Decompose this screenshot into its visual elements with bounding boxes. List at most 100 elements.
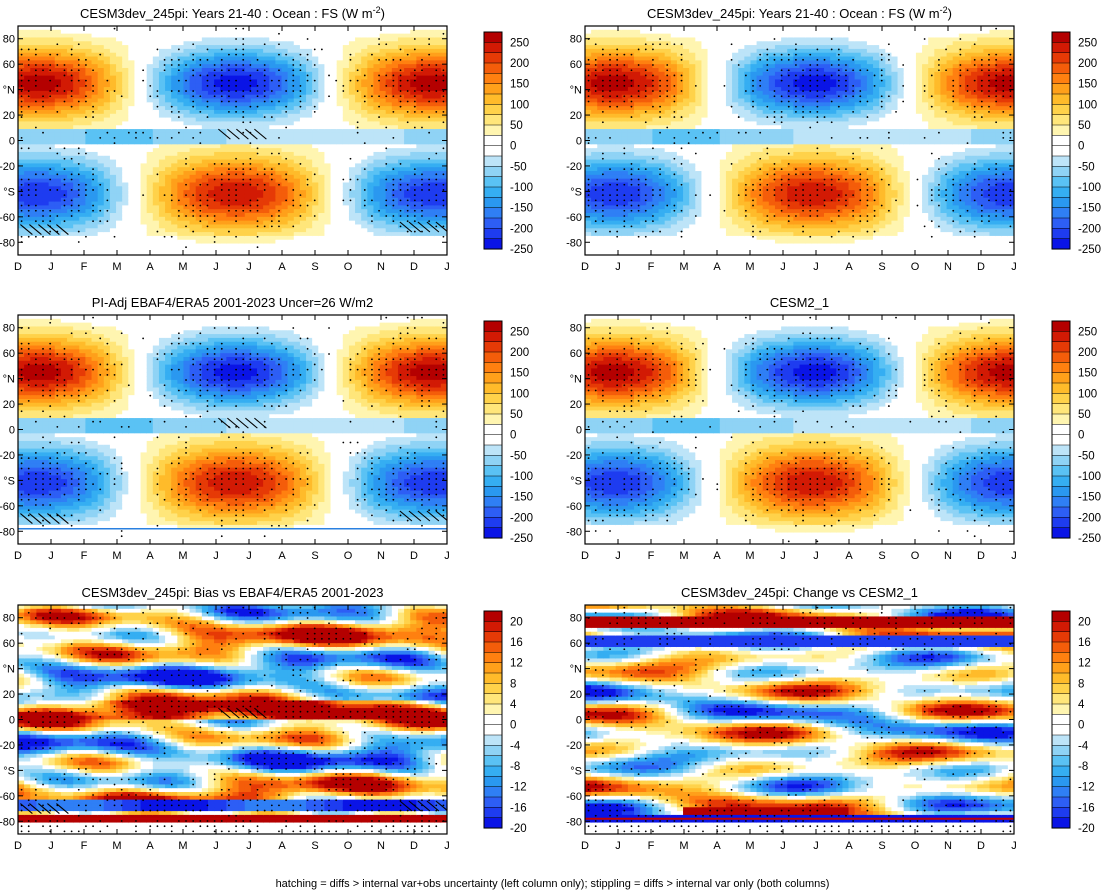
- x-tick-label: J: [615, 261, 621, 273]
- colorbar-label: 250: [510, 37, 529, 49]
- y-tick-label: -20: [0, 450, 15, 462]
- x-tick-label: J: [813, 261, 819, 273]
- field-middle-right: [585, 315, 1014, 544]
- x-tick-label: M: [178, 261, 187, 273]
- panel-bottom-right: 80 60 °N 20 0 -20 °S -60 -80 D J F M A M J J A S O N D J CESM3d…: [566, 585, 1017, 852]
- colorbar-label: 100: [510, 388, 529, 400]
- x-tick-label: M: [112, 550, 121, 562]
- hatching-middle-left: [20, 417, 447, 524]
- y-tick-label: -80: [566, 816, 582, 828]
- colorbar-label: 20: [510, 616, 523, 628]
- x-tick-label: A: [713, 550, 721, 562]
- x-tick-label: J: [246, 840, 252, 852]
- x-tick-label: D: [410, 261, 418, 273]
- panel-title: CESM3dev_245pi: Change vs CESM2_1: [681, 585, 918, 600]
- x-tick-label: F: [648, 550, 655, 562]
- x-tick-label: S: [878, 261, 885, 273]
- x-tick-label: J: [813, 550, 819, 562]
- colorbar-label: 50: [1078, 409, 1091, 421]
- y-tick-label: °S: [570, 186, 582, 198]
- x-tick-label: J: [615, 840, 621, 852]
- x-tick-label: O: [911, 261, 920, 273]
- figure-caption: hatching = diffs > internal var+obs unce…: [0, 878, 1105, 890]
- y-tick-label: -20: [566, 450, 582, 462]
- colorbar-label: -200: [1078, 223, 1101, 235]
- x-tick-label: J: [780, 550, 786, 562]
- colorbar-label: -12: [1078, 782, 1095, 794]
- y-tick-label: 60: [570, 59, 582, 71]
- y-tick-label: -60: [566, 501, 582, 513]
- y-tick-label: 80: [3, 34, 15, 46]
- colorbar-label: 4: [1078, 699, 1085, 711]
- y-tick-label: °N: [3, 374, 15, 386]
- colorbar-bottom-right: 20 16 12 8 4 0 -4 -8 -12 -16 -20: [1051, 610, 1095, 835]
- colorbar-label: 100: [1078, 99, 1097, 111]
- colorbar-label: -200: [510, 512, 533, 524]
- stippling-bottom-left: [20, 606, 445, 833]
- colorbar-label: -16: [510, 802, 527, 814]
- y-tick-label: °S: [3, 765, 15, 777]
- field-bottom-left: [18, 605, 447, 834]
- colorbar-label: -8: [510, 761, 520, 773]
- colorbar-label: 12: [1078, 658, 1091, 670]
- x-tick-label: N: [377, 261, 385, 273]
- colorbar-label: 0: [1078, 141, 1084, 153]
- colorbar-label: -150: [510, 492, 533, 504]
- x-tick-label: O: [344, 840, 353, 852]
- y-tick-label: 0: [576, 136, 582, 148]
- hatching-top-left: [20, 128, 447, 235]
- x-tick-label: J: [1011, 261, 1017, 273]
- x-tick-label: N: [377, 550, 385, 562]
- x-tick-label: M: [679, 550, 688, 562]
- x-tick-label: M: [112, 840, 121, 852]
- panel-top-left: 80 60 °N 20 0 -20 °S -60 -80 D J F M A M J J A S O N D J CESM3d…: [0, 5, 450, 273]
- x-tick-label: A: [278, 550, 286, 562]
- y-tick-label: -60: [0, 791, 15, 803]
- x-tick-label: S: [311, 840, 318, 852]
- x-tick-label: S: [878, 840, 885, 852]
- y-tick-label: 0: [576, 715, 582, 727]
- y-tick-label: 0: [9, 425, 15, 437]
- colorbar-label: 16: [510, 637, 523, 649]
- y-tick-label: 0: [576, 425, 582, 437]
- y-tick-label: 20: [570, 399, 582, 411]
- x-tick-label: J: [48, 840, 54, 852]
- x-tick-label: A: [713, 261, 721, 273]
- y-tick-label: -60: [0, 501, 15, 513]
- colorbar-label: -50: [1078, 161, 1095, 173]
- x-tick-label: F: [648, 840, 655, 852]
- x-tick-label: S: [878, 550, 885, 562]
- x-tick-label: M: [178, 550, 187, 562]
- y-tick-label: 80: [570, 34, 582, 46]
- x-tick-label: D: [977, 840, 985, 852]
- colorbar-label: -4: [510, 740, 521, 752]
- stippling-top-right: [587, 27, 1012, 238]
- colorbar-label: 200: [1078, 58, 1097, 70]
- colorbar-label: -200: [510, 223, 533, 235]
- y-tick-label: 60: [570, 348, 582, 360]
- colorbar-label: -50: [1078, 450, 1095, 462]
- x-tick-label: J: [213, 840, 219, 852]
- stippling-top-left: [20, 27, 445, 249]
- y-tick-label: °N: [570, 85, 582, 97]
- x-tick-label: D: [14, 840, 22, 852]
- stippling-bottom-right: [587, 606, 1012, 833]
- colorbar-label: 8: [1078, 678, 1084, 690]
- panel-title: CESM3dev_245pi: Years 21-40 : Ocean : FS…: [647, 5, 952, 21]
- x-tick-label: J: [48, 261, 54, 273]
- x-tick-label: D: [410, 550, 418, 562]
- field-top-left: [18, 26, 447, 255]
- x-tick-label: J: [246, 550, 252, 562]
- colorbar-label: 250: [510, 326, 529, 338]
- colorbar-label: -150: [510, 203, 533, 215]
- y-tick-label: -80: [0, 526, 15, 538]
- colorbar-label: 50: [510, 409, 523, 421]
- x-tick-label: F: [81, 261, 88, 273]
- x-tick-label: M: [745, 840, 754, 852]
- x-tick-label: N: [944, 550, 952, 562]
- y-tick-label: -20: [0, 161, 15, 173]
- colorbar-label: -100: [1078, 182, 1101, 194]
- y-tick-label: 20: [3, 110, 15, 122]
- x-tick-label: M: [178, 840, 187, 852]
- x-tick-label: J: [246, 261, 252, 273]
